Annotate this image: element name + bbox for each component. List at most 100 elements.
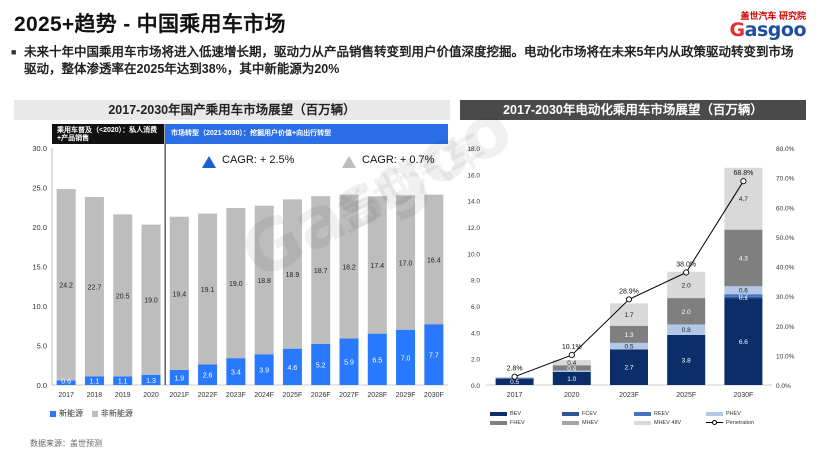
left-x-tick: 2028F bbox=[367, 392, 387, 399]
label-mhev-48v: 0.4 bbox=[567, 360, 576, 367]
bar-nev bbox=[141, 374, 161, 385]
right-y-tick: 4.0 bbox=[471, 330, 480, 337]
label-non-nev: 19.1 bbox=[201, 287, 215, 294]
right-x-tick: 2023F bbox=[619, 392, 639, 399]
left-y-tick: 5.0 bbox=[37, 342, 47, 351]
summary-bullet: 未来十年中国乘用车市场将进入低速增长期，驱动力从产品销售转变到用户价值深度挖掘。… bbox=[11, 44, 804, 78]
label-non-nev: 19.0 bbox=[229, 281, 243, 288]
legend-label: Penetration bbox=[726, 420, 755, 426]
legend-swatch bbox=[706, 420, 723, 426]
bar-phev bbox=[495, 377, 534, 379]
bar-phev bbox=[667, 324, 706, 335]
penetration-label: 2.8% bbox=[507, 366, 523, 373]
label-bev: 3.8 bbox=[682, 357, 691, 364]
right-y2-tick: 80.0% bbox=[776, 146, 795, 153]
bar-fhev bbox=[610, 325, 648, 343]
right-y2-tick: 10.0% bbox=[776, 353, 795, 360]
label-nev: 1.1 bbox=[118, 379, 128, 386]
right-y2-tick: 60.0% bbox=[776, 205, 795, 212]
bar-non-nev bbox=[113, 214, 133, 377]
left-x-tick: 2029F bbox=[396, 392, 416, 399]
label-non-nev: 19.4 bbox=[172, 291, 186, 298]
right-legend-item: REEV bbox=[634, 411, 669, 417]
bar-nev bbox=[396, 329, 416, 385]
legend-swatch bbox=[490, 420, 507, 425]
left-x-tick: 2022F bbox=[198, 392, 218, 399]
bar-nev bbox=[311, 343, 331, 385]
bar-non-nev bbox=[84, 196, 104, 377]
label-nev: 6.5 bbox=[372, 357, 382, 364]
label-phev: 0.6 bbox=[739, 288, 748, 295]
label-non-nev: 18.2 bbox=[342, 265, 356, 272]
bar-nev bbox=[424, 324, 444, 385]
legend-label: REEV bbox=[654, 411, 669, 417]
bar-fhev bbox=[724, 229, 763, 287]
right-y-tick: 10.0 bbox=[467, 251, 480, 258]
legend-label: PHEV bbox=[726, 411, 741, 417]
bar-nev bbox=[339, 338, 359, 385]
penetration-point bbox=[740, 178, 747, 185]
left-x-tick: 2026F bbox=[311, 392, 331, 399]
label-non-nev: 16.4 bbox=[427, 257, 441, 264]
label-nev: 5.9 bbox=[344, 360, 354, 367]
legend-nev-swatch bbox=[50, 410, 56, 417]
label-nev: 1.3 bbox=[146, 378, 156, 385]
left-y-tick: 30.0 bbox=[32, 144, 47, 153]
label-phev: 0.8 bbox=[682, 327, 691, 334]
label-nev: 2.6 bbox=[203, 373, 213, 380]
label-phev: 0.5 bbox=[624, 344, 633, 351]
bar-nev bbox=[56, 380, 76, 385]
right-y2-tick: 30.0% bbox=[776, 294, 795, 301]
label-fhev: 0.4 bbox=[567, 365, 576, 372]
right-y2-tick: 0.0% bbox=[776, 383, 791, 390]
legend-swatch bbox=[634, 411, 651, 416]
bar-non-nev bbox=[56, 189, 76, 381]
right-y2-tick: 50.0% bbox=[776, 235, 795, 242]
right-x-tick: 2020 bbox=[564, 392, 580, 399]
bar-reev bbox=[724, 294, 763, 297]
label-non-nev: 18.9 bbox=[286, 272, 300, 279]
label-non-nev: 20.5 bbox=[116, 293, 130, 300]
label-non-nev: 22.7 bbox=[88, 285, 102, 292]
bar-nev bbox=[282, 348, 302, 385]
penetration-point bbox=[568, 352, 575, 359]
bar-non-nev bbox=[141, 224, 161, 375]
bar-non-nev bbox=[198, 213, 218, 365]
bar-bev bbox=[552, 371, 591, 385]
penetration-label: 38.0% bbox=[676, 261, 696, 268]
legend-label: FHEV bbox=[510, 420, 525, 426]
left-x-tick: 2017 bbox=[58, 392, 74, 399]
legend-label: BEV bbox=[510, 411, 522, 417]
legend-label: FCEV bbox=[582, 411, 597, 417]
bar-nev bbox=[198, 364, 218, 385]
stage-transformation-label: 市场转型（2021-2030）：挖掘用户价值+向出行转型 bbox=[166, 124, 448, 144]
right-x-tick: 2030F bbox=[733, 392, 753, 399]
left-y-tick: 15.0 bbox=[32, 263, 47, 272]
penetration-label: 10.1% bbox=[562, 344, 582, 351]
right-y-tick: 2.0 bbox=[471, 357, 480, 364]
right-y-tick: 16.0 bbox=[467, 172, 480, 179]
bar-fhev bbox=[552, 365, 591, 371]
legend-swatch bbox=[706, 411, 723, 416]
label-nev: 5.2 bbox=[316, 362, 326, 369]
gasgoo-logo: 盖世汽车 研究院 Gasgoo bbox=[688, 9, 807, 41]
bar-bev bbox=[495, 378, 534, 385]
right-y-tick: 6.0 bbox=[471, 304, 480, 311]
left-chart-heading: 2017-2030年国产乘用车市场展望（百万辆） bbox=[14, 100, 450, 120]
bar-nev bbox=[367, 333, 387, 385]
cagr-grey-triangle-icon bbox=[342, 156, 356, 168]
penetration-point bbox=[683, 269, 690, 276]
right-y-tick: 0.0 bbox=[471, 383, 480, 390]
left-legend: 新能源 非新能源 bbox=[50, 408, 133, 419]
label-bev: 0.5 bbox=[510, 379, 519, 386]
penetration-line bbox=[514, 180, 744, 378]
label-fhev: 1.3 bbox=[624, 332, 633, 339]
stage-popularization-label: 乘用车普及（<2020）：私人消费+产品销售 bbox=[52, 124, 164, 144]
label-bev: 1.0 bbox=[567, 376, 576, 383]
label-non-nev: 18.8 bbox=[257, 278, 271, 285]
right-legend-item: FCEV bbox=[562, 411, 597, 417]
label-nev: 1.1 bbox=[90, 379, 100, 386]
bar-fhev bbox=[667, 298, 706, 325]
bar-bev bbox=[667, 334, 706, 385]
legend-swatch bbox=[490, 411, 507, 416]
